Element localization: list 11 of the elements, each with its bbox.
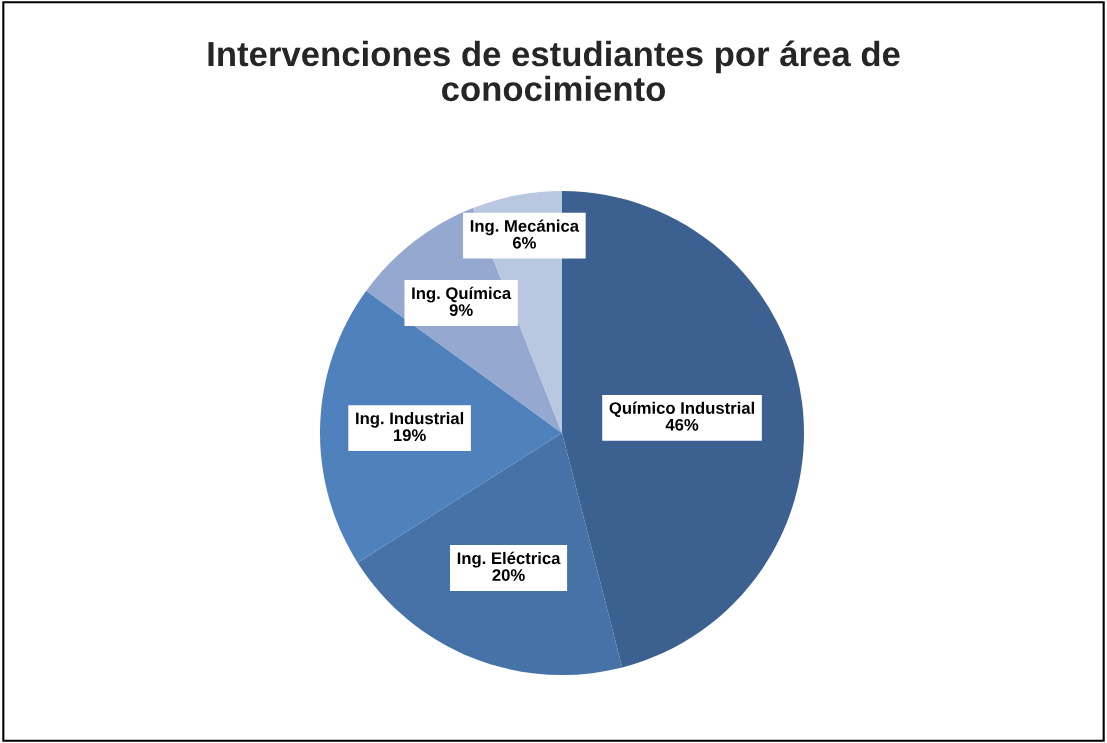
data-label: 19% — [393, 429, 426, 442]
slice-label: Ing. Eléctrica — [457, 551, 561, 568]
data-label: 9% — [449, 304, 473, 316]
data-label: 46% — [665, 418, 699, 431]
chart-title: Intervenciones de estudiantes por área de conocimiento — [208, 40, 900, 102]
slice-label: Ing. Química — [412, 286, 512, 303]
slice-label: Ing. Industrial — [356, 412, 464, 428]
data-label: 20% — [492, 569, 525, 581]
data-label: 6% — [512, 236, 536, 249]
slice-label: Químico Industrial — [609, 401, 755, 418]
slice-label: Ing. Mecánica — [470, 219, 580, 236]
